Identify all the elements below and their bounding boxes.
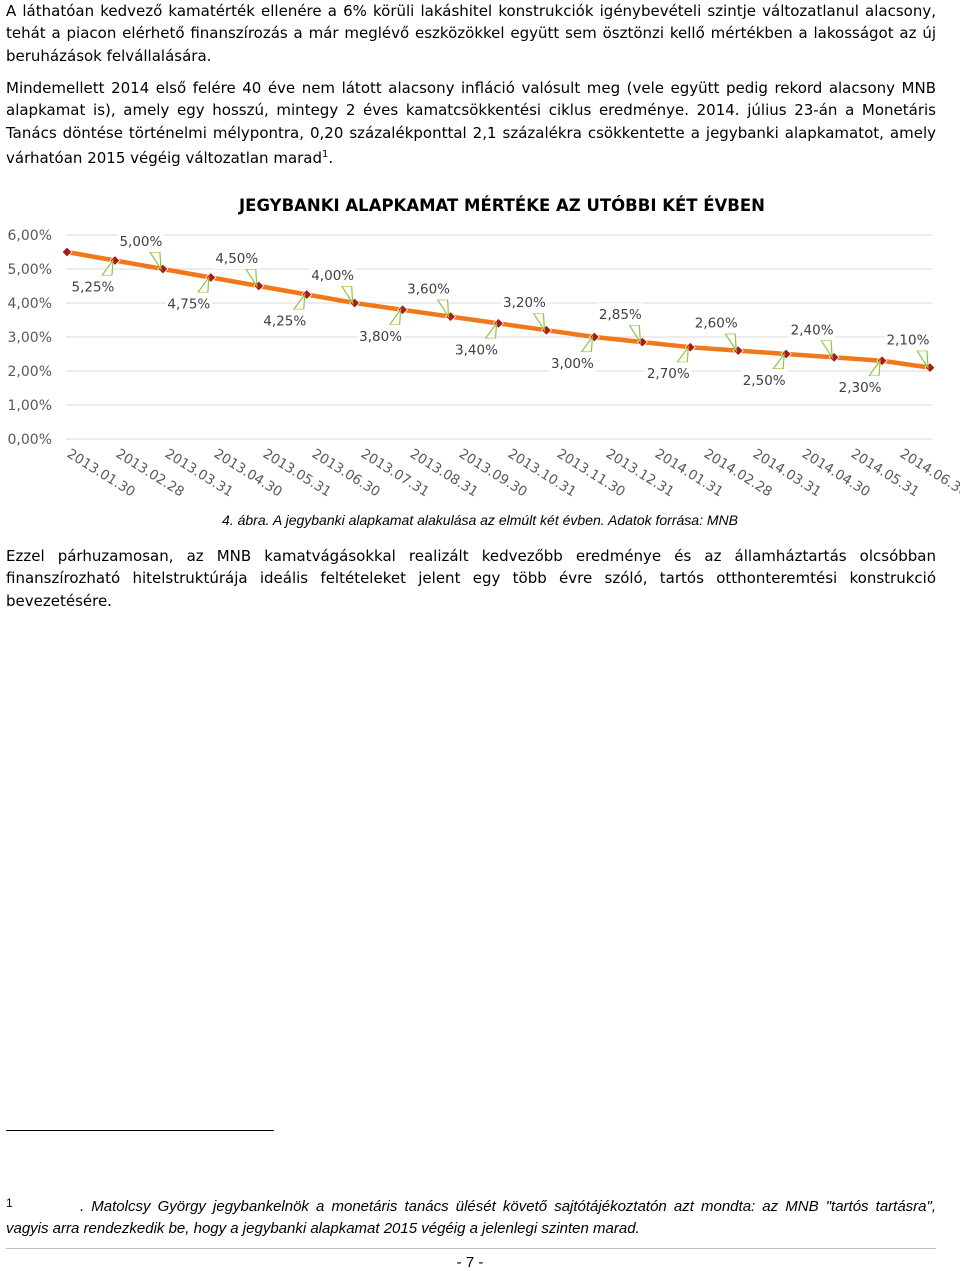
callout-box — [453, 338, 500, 361]
data-label-callout: 4,00% — [309, 264, 356, 306]
paragraph-intro: A láthatóan kedvező kamatérték ellenére … — [6, 2, 936, 65]
data-label: 4,00% — [311, 268, 354, 284]
callout-box — [597, 303, 644, 326]
data-label-callout: 4,75% — [165, 275, 212, 315]
callout-box — [693, 311, 740, 334]
callout-box — [405, 277, 452, 300]
paragraph-inflation: Mindemellett 2014 első felére 40 éve nem… — [6, 77, 936, 170]
footnote-reference[interactable]: 1 — [322, 149, 329, 161]
data-label: 2,70% — [647, 366, 690, 382]
data-label: 5,00% — [119, 234, 162, 250]
callout-box — [885, 328, 931, 351]
callout-pointer — [292, 292, 306, 311]
data-label-callout: 2,60% — [693, 311, 740, 353]
callout-pointer — [484, 321, 498, 339]
callout-box — [741, 369, 788, 391]
y-tick-label: 5,00% — [8, 262, 52, 278]
paragraph-conclusion: Ezzel párhuzamosan, az MNB kamatvágásokk… — [6, 547, 936, 610]
data-point-marker — [61, 246, 73, 258]
callout-box — [117, 230, 164, 252]
data-label-callout: 4,25% — [261, 292, 308, 332]
data-label-callout: 3,40% — [453, 321, 500, 361]
data-label: 4,25% — [263, 314, 306, 330]
callout-pointer — [580, 334, 594, 353]
data-label-callout: 2,30% — [837, 358, 884, 398]
data-label-callout: 3,60% — [405, 277, 452, 319]
callout-pointer — [532, 312, 546, 333]
y-tick-label: 2,00% — [8, 364, 52, 380]
callout-box — [261, 309, 308, 332]
page-number: - 7 - — [456, 1254, 484, 1271]
y-tick-label: 1,00% — [8, 398, 52, 414]
chart-title: JEGYBANKI ALAPKAMAT MÉRTÉKE AZ UTÓBBI KÉ… — [238, 196, 765, 215]
callout-pointer — [100, 258, 114, 277]
callout-box — [213, 247, 260, 269]
callout-box — [645, 362, 692, 385]
paragraph-inflation-end: . — [328, 149, 334, 168]
data-label-callout: 2,85% — [597, 303, 644, 345]
callout-box — [837, 375, 884, 398]
data-label: 3,20% — [503, 295, 546, 311]
data-label-callout: 5,00% — [117, 230, 164, 272]
data-label-callout: 5,25% — [69, 258, 116, 298]
y-axis-tick-labels: 0,00% 1,00% 2,00% 3,00% 4,00% 5,00% 6,00% — [8, 228, 52, 448]
data-label: 4,50% — [215, 251, 258, 267]
x-axis-tick-labels: 2013.01.302013.02.282013.03.312013.04.30… — [64, 446, 960, 501]
data-label-callout: 4,50% — [213, 247, 260, 289]
paragraph-inflation-text: Mindemellett 2014 első felére 40 éve nem… — [6, 79, 936, 168]
callout-pointer — [436, 298, 450, 319]
data-label-callout: 3,20% — [501, 291, 548, 333]
y-tick-label: 4,00% — [8, 296, 52, 312]
page-footer-rule — [6, 1248, 936, 1249]
callout-box — [357, 324, 404, 347]
callout-box — [789, 318, 836, 341]
data-label: 3,40% — [455, 342, 498, 358]
callout-box — [549, 352, 596, 374]
data-label: 3,00% — [551, 356, 594, 372]
data-label-callout: 3,00% — [549, 334, 596, 374]
data-label: 2,50% — [743, 373, 786, 389]
data-label-callout: 2,10% — [885, 328, 931, 370]
y-tick-label: 0,00% — [8, 432, 52, 448]
footnote-text: . Matolcsy György jegybankelnök a monetá… — [6, 1198, 936, 1237]
figure-caption: 4. ábra. A jegybanki alapkamat alakulása… — [222, 512, 738, 528]
data-label: 2,60% — [695, 316, 738, 332]
data-labels: 5,25% 5,00% 4,75% 4,50% 4,25% 4,00% 3,80% 3,60%… — [69, 230, 931, 398]
data-label: 2,30% — [839, 380, 882, 396]
data-label-callout: 3,80% — [357, 307, 404, 347]
callout-pointer — [388, 307, 402, 326]
callout-pointer — [676, 345, 690, 363]
footnote-mark: 1 — [6, 1196, 13, 1210]
data-label: 3,60% — [407, 282, 450, 298]
y-tick-label: 3,00% — [8, 330, 52, 346]
base-rate-chart: JEGYBANKI ALAPKAMAT MÉRTÉKE AZ UTÓBBI KÉ… — [8, 196, 960, 501]
data-label-callout: 2,50% — [741, 351, 788, 391]
data-label-callout: 2,70% — [645, 345, 692, 385]
callout-box — [69, 275, 116, 298]
callout-pointer — [867, 358, 881, 377]
callout-box — [501, 291, 548, 314]
footnote-separator — [6, 1130, 274, 1131]
callout-pointer — [771, 351, 785, 370]
data-label: 4,75% — [167, 297, 210, 313]
data-label: 2,85% — [599, 307, 642, 323]
callout-box — [165, 292, 212, 315]
data-label: 2,10% — [887, 333, 930, 349]
base-rate-series — [61, 246, 936, 374]
data-label: 3,80% — [359, 329, 402, 345]
data-label: 2,40% — [791, 322, 834, 338]
y-tick-label: 6,00% — [8, 228, 52, 244]
callout-pointer — [196, 275, 210, 294]
data-label: 5,25% — [71, 280, 114, 296]
data-label-callout: 2,40% — [789, 318, 836, 360]
callout-box — [309, 264, 356, 286]
